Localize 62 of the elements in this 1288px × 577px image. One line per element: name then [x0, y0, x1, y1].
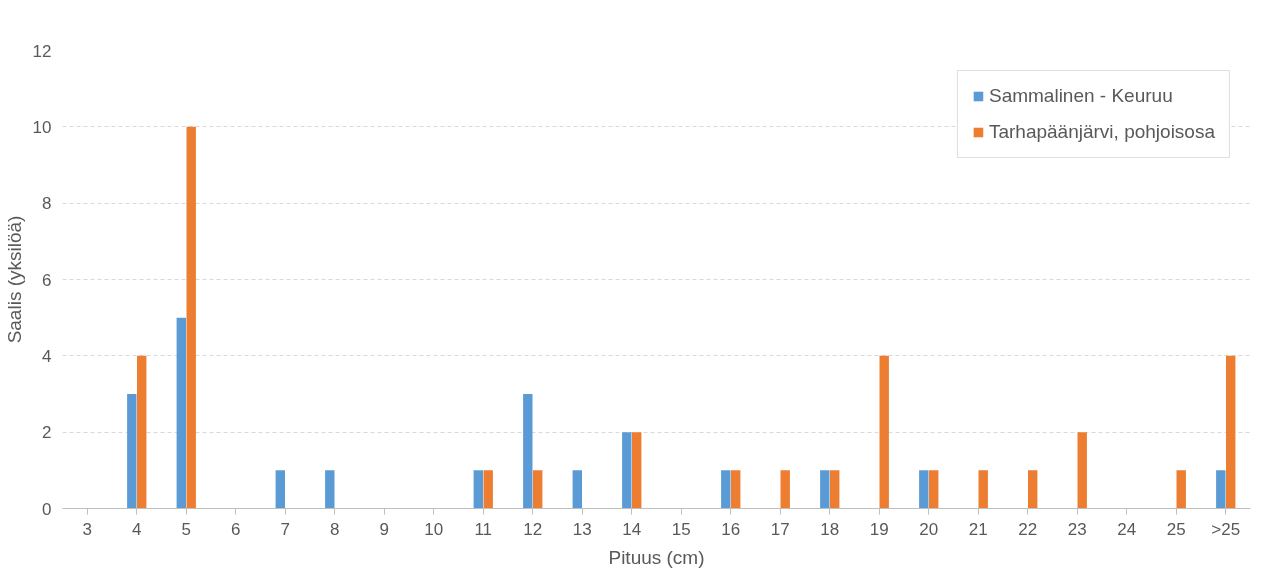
- legend-label: Sammalinen - Keuruu: [988, 85, 1173, 107]
- x-tick-label: 7: [280, 519, 290, 539]
- bar: [186, 126, 196, 509]
- bar: [1216, 470, 1226, 509]
- bar: [978, 470, 988, 509]
- x-tick-label: 15: [671, 519, 691, 539]
- x-tick-label: 11: [474, 519, 493, 539]
- x-tick-label: 18: [820, 519, 840, 539]
- y-tick-label: 6: [42, 270, 52, 290]
- bar: [325, 470, 335, 509]
- bar: [929, 470, 939, 509]
- x-tick-label: 23: [1067, 519, 1087, 539]
- bar: [1176, 470, 1186, 509]
- bar: [483, 470, 493, 509]
- bar: [1028, 470, 1038, 509]
- bar: [622, 432, 632, 509]
- x-tick-label: >25: [1211, 519, 1241, 539]
- x-tick-label: 19: [869, 519, 889, 539]
- bar: [176, 317, 186, 509]
- bar: [533, 470, 543, 509]
- x-tick-label: 16: [721, 519, 741, 539]
- bar: [473, 470, 483, 509]
- x-tick-label: 22: [1018, 519, 1038, 539]
- bar: [721, 470, 731, 509]
- x-tick-label: 20: [919, 519, 939, 539]
- bar: [632, 432, 642, 509]
- bar: [919, 470, 929, 509]
- y-tick-label: 8: [42, 194, 52, 214]
- bar: [137, 355, 147, 509]
- x-tick-label: 13: [572, 519, 592, 539]
- x-tick-label: 3: [82, 519, 92, 539]
- x-tick-label: 8: [330, 519, 340, 539]
- bar: [1077, 432, 1087, 509]
- y-tick-label: 2: [42, 423, 52, 443]
- y-tick-label: 0: [42, 499, 52, 519]
- x-tick-label: 10: [424, 519, 444, 539]
- bar: [1226, 355, 1236, 509]
- x-tick-label: 24: [1117, 519, 1137, 539]
- bar: [275, 470, 285, 509]
- bar: [780, 470, 790, 509]
- bar: [830, 470, 840, 509]
- bar: [523, 394, 533, 509]
- x-tick-label: 4: [132, 519, 142, 539]
- bar: [127, 394, 137, 509]
- bar: [820, 470, 830, 509]
- y-axis-title: Saalis (yksilöä): [3, 215, 25, 344]
- y-tick-label: 4: [42, 346, 52, 366]
- bar: [879, 355, 889, 509]
- x-tick-label: 14: [622, 519, 642, 539]
- y-tick-label: 12: [32, 41, 52, 61]
- x-tick-label: 12: [523, 519, 543, 539]
- x-axis-title: Pituus (cm): [608, 546, 705, 568]
- x-tick-label: 5: [181, 519, 191, 539]
- bar: [572, 470, 582, 509]
- bar: [731, 470, 741, 509]
- x-tick-label: 9: [379, 519, 389, 539]
- x-tick-label: 21: [968, 519, 988, 539]
- y-tick-label: 10: [32, 117, 52, 137]
- x-tick-label: 6: [231, 519, 241, 539]
- x-tick-label: 17: [770, 519, 790, 539]
- x-tick-label: 25: [1166, 519, 1186, 539]
- legend-label: Tarhapäänjärvi, pohjoisosa: [988, 121, 1215, 143]
